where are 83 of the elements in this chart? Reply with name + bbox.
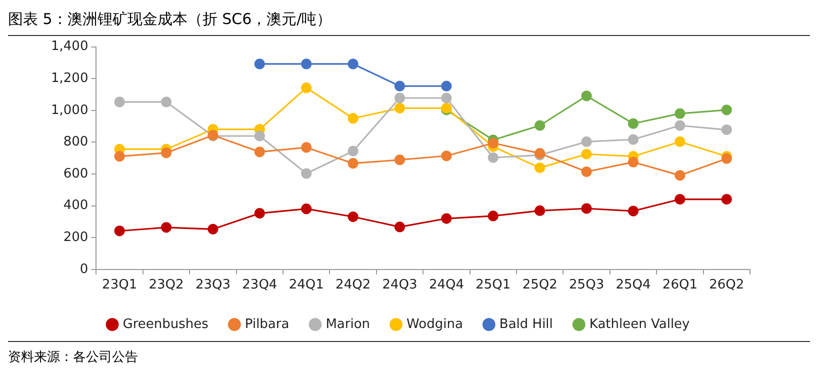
point (254, 208, 265, 219)
x-tick-label: 23Q1 (102, 278, 138, 293)
point (581, 90, 592, 102)
y-tick-label: 1,400 (51, 39, 88, 54)
point (394, 92, 406, 104)
point (441, 150, 452, 162)
point (348, 146, 358, 156)
legend-label: Pilbara (244, 316, 290, 332)
point (301, 142, 312, 153)
point (114, 151, 125, 162)
point (674, 120, 686, 131)
point (534, 120, 546, 131)
x-tick-label: 25Q1 (476, 278, 511, 293)
point (488, 152, 498, 163)
point (488, 210, 498, 222)
point (674, 170, 686, 181)
point (628, 206, 639, 216)
point (534, 162, 546, 174)
point (348, 58, 358, 70)
y-tick-label: 800 (63, 134, 88, 150)
x-tick-label: 24Q3 (382, 278, 418, 293)
x-tick-label: 24Q2 (336, 278, 371, 293)
point (628, 134, 639, 145)
point (301, 58, 312, 70)
point (348, 158, 358, 169)
point (721, 194, 732, 205)
point (441, 80, 452, 92)
point (348, 211, 358, 222)
point (114, 96, 125, 108)
point (581, 136, 592, 148)
x-tick-label: 25Q4 (616, 278, 651, 293)
legend-label: Greenbushes (122, 316, 209, 332)
point (394, 80, 406, 92)
point (394, 222, 406, 232)
y-tick-label: 200 (63, 230, 88, 245)
point (160, 222, 172, 233)
x-tick-label: 25Q2 (522, 278, 558, 293)
point (674, 194, 686, 205)
point (441, 213, 452, 224)
x-tick-label: 24Q1 (288, 278, 324, 293)
point (301, 168, 312, 179)
legend-label: Bald Hill (499, 316, 553, 332)
point (114, 226, 125, 236)
x-tick-label: 26Q1 (662, 278, 698, 293)
point (581, 203, 592, 214)
point (160, 96, 172, 108)
point (628, 156, 639, 168)
point (488, 138, 498, 148)
point (581, 166, 592, 178)
y-tick-label: 600 (63, 166, 88, 182)
point (721, 104, 732, 116)
point (394, 102, 406, 114)
point (674, 136, 686, 148)
x-tick-label: 24Q4 (428, 278, 464, 293)
point (721, 124, 732, 136)
legend-label: Marion (326, 316, 370, 332)
point (628, 118, 639, 129)
point (254, 58, 265, 70)
point (301, 204, 312, 214)
chart-title: 图表 5：澳洲锂矿现金成本（折 SC6，澳元/吨） (8, 8, 810, 36)
legend-label: Wodgina (406, 316, 463, 332)
x-tick-label: 23Q4 (242, 278, 278, 293)
x-tick-label: 26Q2 (709, 278, 744, 293)
x-tick-label: 23Q2 (148, 278, 184, 293)
point (534, 205, 546, 216)
y-tick-label: 1,200 (51, 70, 88, 86)
x-tick-label: 23Q3 (195, 278, 230, 293)
y-tick-label: 1,000 (51, 102, 88, 118)
y-tick-label: 0 (80, 262, 88, 277)
text: 资料来源：各公司公告 (8, 349, 139, 366)
point (394, 154, 406, 166)
point (674, 108, 686, 119)
point (254, 130, 265, 142)
point (208, 224, 218, 234)
point (301, 82, 312, 94)
point (581, 148, 592, 160)
point (160, 148, 172, 158)
point (348, 113, 358, 124)
y-tick-label: 400 (63, 198, 88, 214)
x-tick-label: 25Q3 (569, 278, 604, 293)
point (254, 146, 265, 158)
point (441, 92, 452, 104)
legend-label: Kathleen Valley (589, 316, 690, 332)
